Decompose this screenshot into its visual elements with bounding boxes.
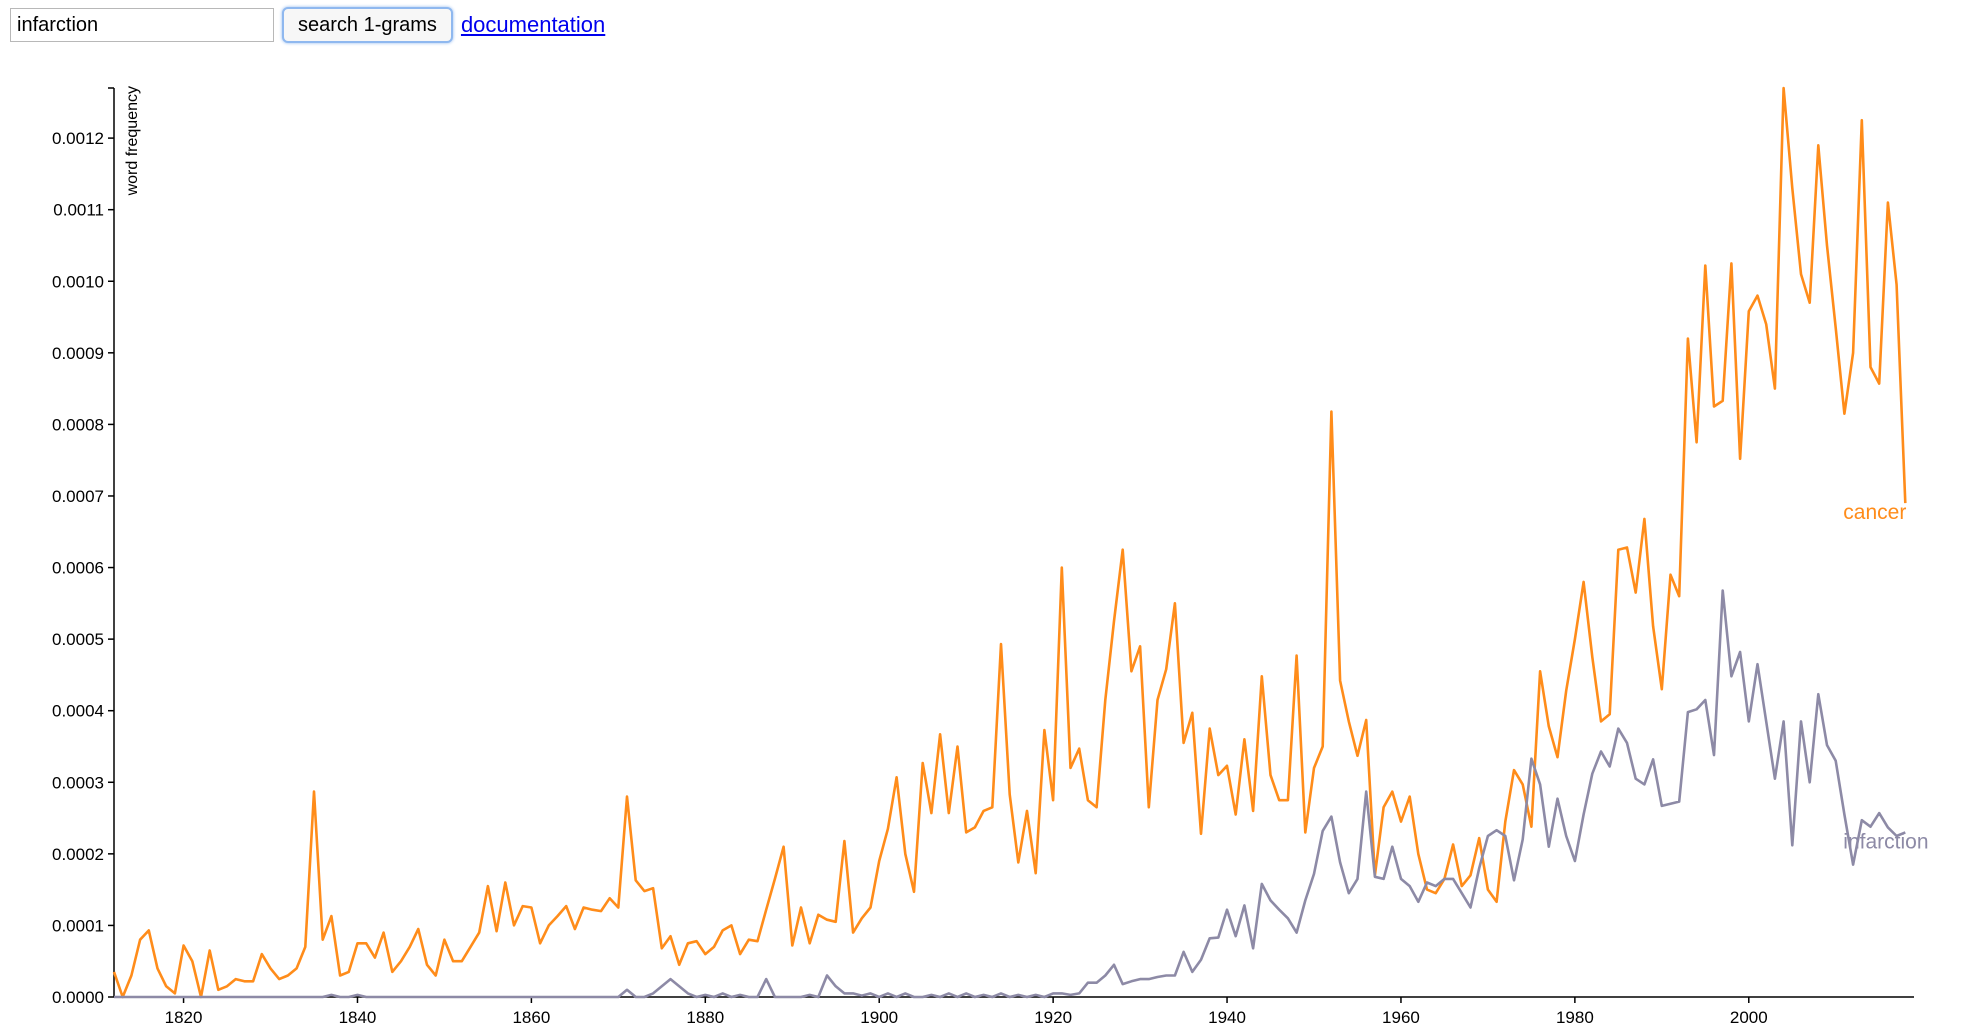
x-tick-label: 1840 [339,1008,377,1024]
y-tick-label: 0.0012 [52,129,104,148]
y-tick-label: 0.0006 [52,559,104,578]
series-line-cancer [112,86,1907,999]
x-tick-label: 1900 [860,1008,898,1024]
y-tick-label: 0.0000 [52,988,104,1007]
x-tick-label: 1980 [1556,1008,1594,1024]
y-tick-label: 0.0010 [52,272,104,291]
y-tick-label: 0.0009 [52,344,104,363]
x-tick-label: 1960 [1382,1008,1420,1024]
series-layer: cancer infarction [112,86,1929,999]
y-axis: 0.0000 0.0001 0.0002 0.0003 0.0004 0.0005 0.00… [52,87,115,1007]
x-tick-label: 2000 [1730,1008,1768,1024]
x-tick-label: 1880 [686,1008,724,1024]
x-tick-label: 1860 [512,1008,550,1024]
y-tick-label: 0.0003 [52,773,104,792]
y-tick-label: 0.0001 [52,916,104,935]
y-tick-label: 0.0007 [52,487,104,506]
documentation-link[interactable]: documentation [460,12,606,37]
x-axis: 1820 1840 1860 1880 1900 1920 1940 1960 1980 2000 [114,996,1914,1024]
toolbar: search 1-grams documentation [10,7,606,43]
series-line-infarction [114,589,1906,999]
series-label-infarction: infarction [1843,830,1928,853]
series-label-cancer: cancer [1843,501,1906,524]
x-tick-label: 1820 [165,1008,203,1024]
y-tick-label: 0.0004 [52,702,104,721]
y-axis-title: word frequency [124,86,141,196]
search-input[interactable] [10,8,274,42]
x-tick-label: 1920 [1034,1008,1072,1024]
y-tick-label: 0.0002 [52,845,104,864]
y-tick-label: 0.0011 [53,201,104,220]
x-tick-label: 1940 [1208,1008,1246,1024]
search-button[interactable]: search 1-grams [282,7,453,43]
y-tick-label: 0.0008 [52,415,104,434]
y-tick-label: 0.0005 [52,630,104,649]
